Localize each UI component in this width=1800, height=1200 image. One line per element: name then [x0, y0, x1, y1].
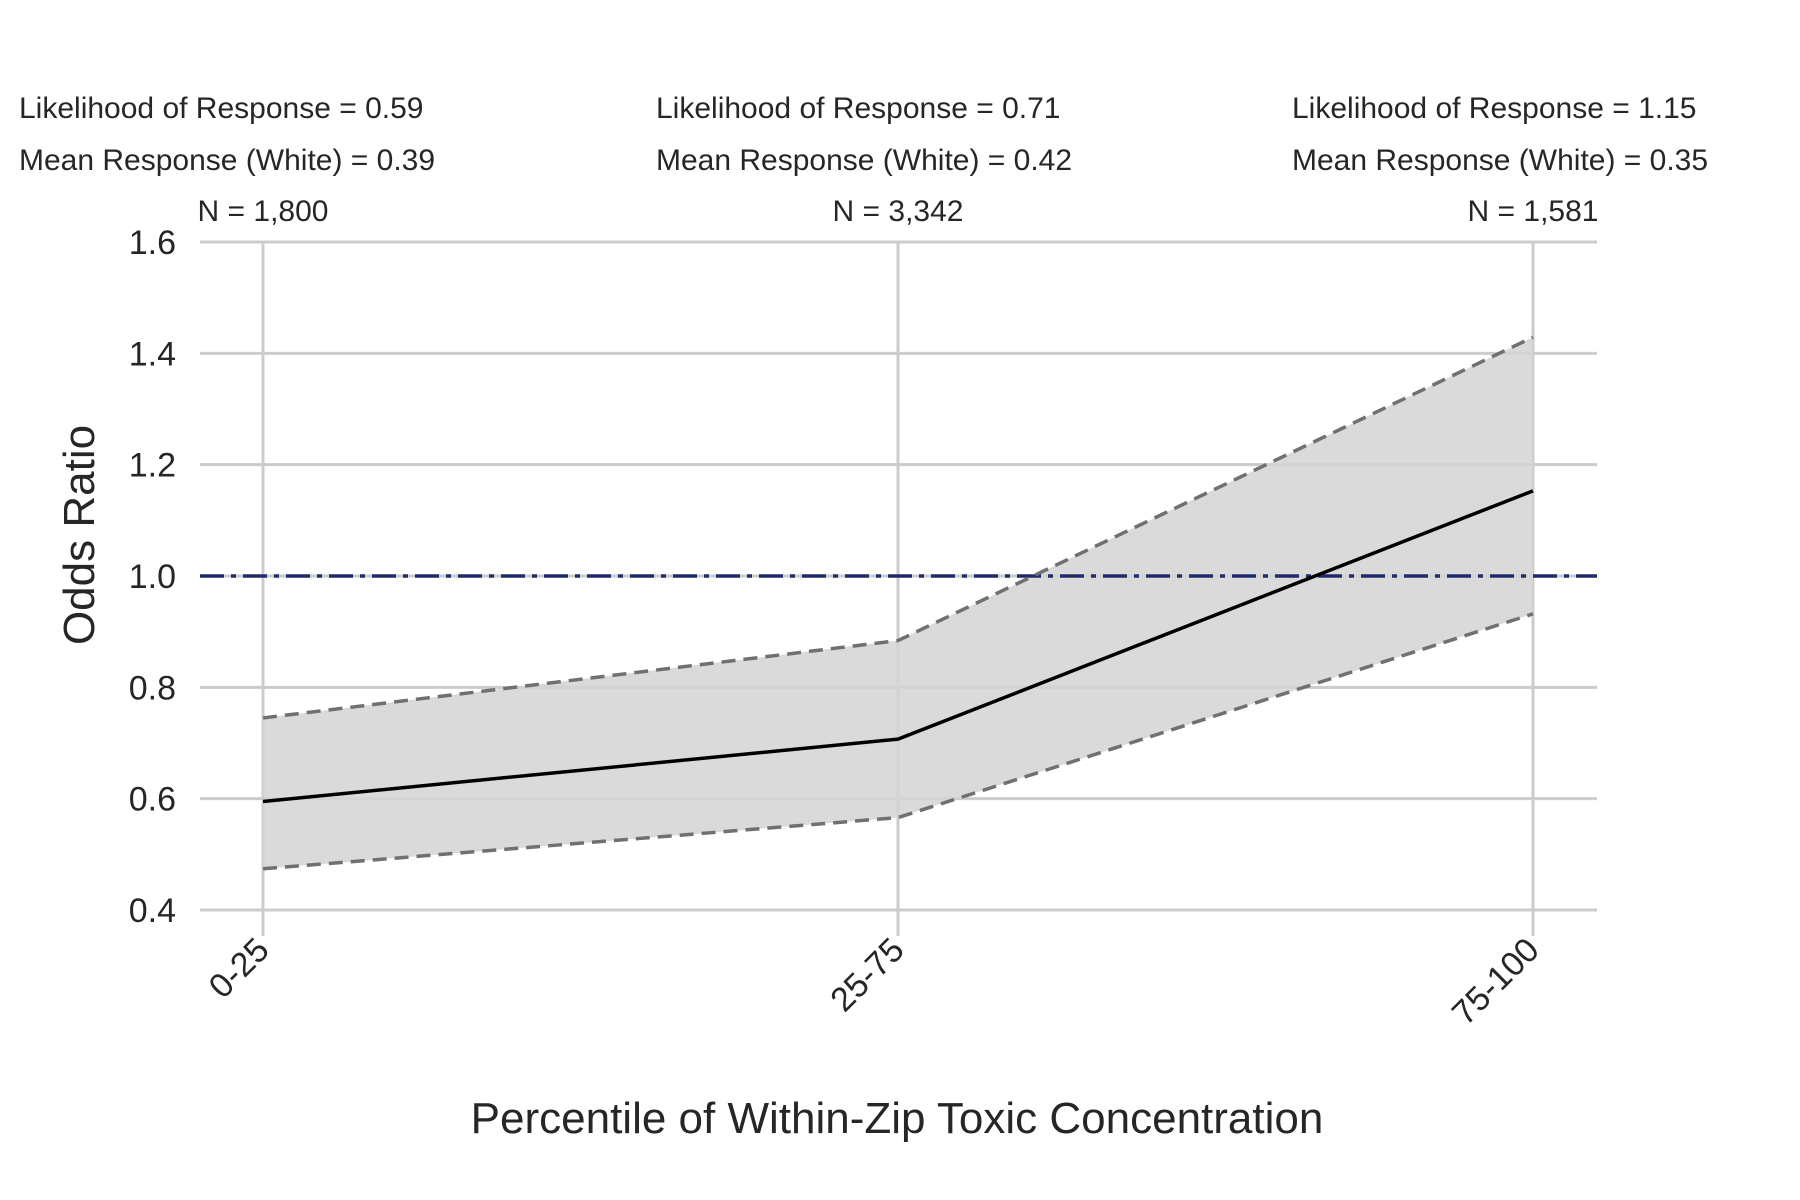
likelihood-label-2: Likelihood of Response = 1.15 [1292, 92, 1696, 125]
series-line-0 [262, 489, 1534, 804]
y-tick-labels: 0.4 0.6 0.8 1.0 1.2 1.4 1.6 [129, 224, 176, 930]
series-lines [262, 489, 1534, 804]
mean-response-label-2: Mean Response (White) = 0.35 [1292, 144, 1708, 177]
confidence-interval-lines [262, 335, 1534, 871]
y-tick-label-5: 1.4 [129, 335, 176, 373]
n-label-0: N = 1,800 [198, 195, 329, 228]
ci-upper-line [262, 335, 1534, 720]
x-tick-label-2: 75-100 [1445, 931, 1547, 1033]
mean-response-label-1: Mean Response (White) = 0.42 [656, 144, 1072, 177]
y-tick-label-4: 1.2 [129, 447, 176, 485]
category-annotations: Likelihood of Response = 0.59 Mean Respon… [19, 92, 1708, 228]
x-tick-label-1: 25-75 [823, 931, 911, 1019]
y-tick-label-3: 1.0 [129, 558, 176, 596]
y-tick-label-0: 0.4 [129, 892, 176, 930]
mean-response-label-0: Mean Response (White) = 0.39 [19, 144, 435, 177]
x-tick-label-0: 0-25 [202, 931, 277, 1006]
y-tick-label-1: 0.6 [129, 781, 176, 819]
y-tick-label-6: 1.6 [129, 224, 176, 262]
n-label-1: N = 3,342 [833, 195, 964, 228]
n-label-2: N = 1,581 [1468, 195, 1599, 228]
likelihood-label-0: Likelihood of Response = 0.59 [19, 92, 423, 125]
likelihood-label-1: Likelihood of Response = 0.71 [656, 92, 1060, 125]
x-tick-labels: 0-25 25-75 75-100 [202, 931, 1547, 1033]
x-axis-label: Percentile of Within-Zip Toxic Concentra… [471, 1094, 1324, 1143]
confidence-band [263, 337, 1533, 869]
y-axis-label: Odds Ratio [55, 425, 104, 645]
ci-lower-line [262, 612, 1534, 871]
y-tick-label-2: 0.8 [129, 669, 176, 707]
